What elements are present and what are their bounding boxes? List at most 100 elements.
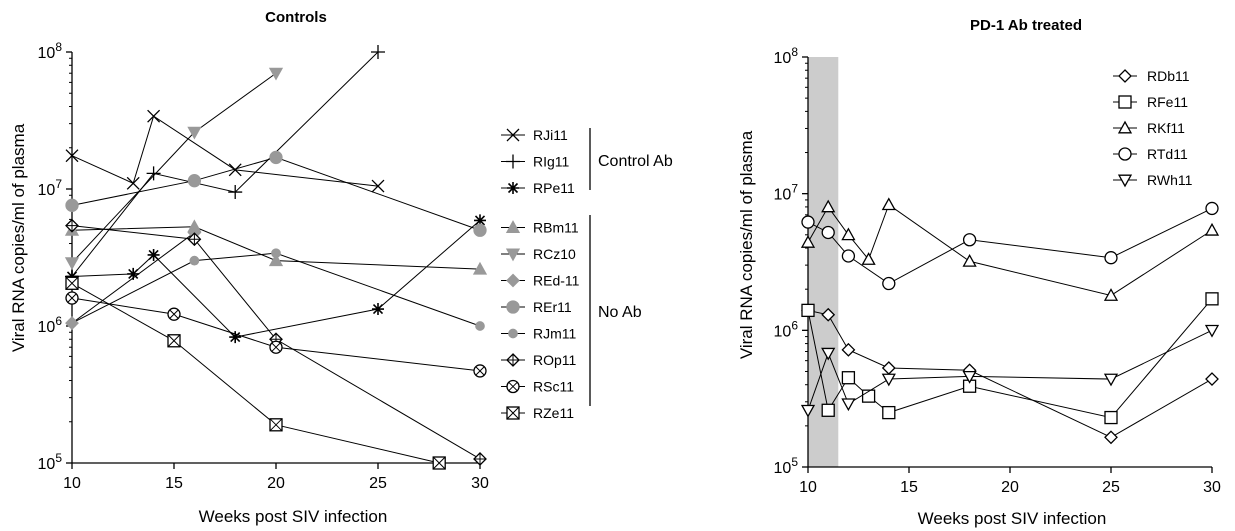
x-marker bbox=[65, 149, 79, 163]
star-marker bbox=[229, 331, 242, 344]
legend: RJi11 RIg11 RPe11 RBm11 RCz10 REd-11 REr11 RJm1… bbox=[501, 127, 673, 421]
x-tick-label: 25 bbox=[1102, 479, 1120, 496]
circle-marker bbox=[187, 174, 202, 188]
circle-marker bbox=[269, 150, 283, 165]
diamond-marker bbox=[506, 273, 520, 288]
plus-marker bbox=[371, 45, 385, 59]
triangle-down-marker bbox=[268, 67, 284, 81]
crossed-square-marker bbox=[167, 334, 181, 348]
legend-label: ROp11 bbox=[533, 352, 577, 368]
controls-panel: Controls Viral RNA copies/ml of plasma W… bbox=[9, 9, 673, 526]
legend-label: RPe11 bbox=[533, 180, 575, 196]
triangle-down-marker bbox=[962, 370, 977, 384]
legend-item-rfe11: RFe11 bbox=[1113, 94, 1188, 110]
series-rji11 bbox=[65, 109, 385, 193]
triangle-down-marker bbox=[1204, 324, 1220, 338]
triangle-up-marker bbox=[268, 253, 284, 267]
series-line bbox=[71, 297, 481, 372]
y-tick-label: 107 bbox=[38, 177, 63, 199]
diamond-marker bbox=[1104, 430, 1118, 445]
series-rze11 bbox=[65, 276, 446, 470]
series-rop11 bbox=[65, 218, 487, 466]
star-marker bbox=[474, 214, 486, 227]
series-rkf11 bbox=[800, 197, 1220, 301]
circle-marker bbox=[1118, 147, 1132, 161]
crossed-circle-marker bbox=[65, 291, 79, 305]
x-tick-label: 25 bbox=[369, 475, 387, 492]
x-tick-label: 20 bbox=[267, 475, 285, 492]
star-marker bbox=[372, 303, 384, 316]
group-label: Control Ab bbox=[598, 153, 673, 170]
diamond-marker bbox=[1205, 372, 1219, 386]
series-rer11 bbox=[65, 150, 487, 237]
legend-label: RJi11 bbox=[533, 127, 568, 143]
x-axis-label: Weeks post SIV infection bbox=[918, 509, 1107, 528]
circle-marker bbox=[841, 249, 856, 263]
legend-label: RSc11 bbox=[533, 379, 574, 395]
crossed-diamond-marker bbox=[506, 353, 520, 367]
x-marker bbox=[371, 179, 385, 193]
legend-label: RDb11 bbox=[1147, 68, 1190, 84]
triangle-down-marker bbox=[800, 404, 816, 418]
crossed-diamond-marker bbox=[473, 452, 487, 466]
circle-marker bbox=[65, 198, 79, 212]
x-axis-label: Weeks post SIV infection bbox=[199, 507, 388, 526]
star-marker bbox=[507, 182, 519, 194]
triangle-up-marker bbox=[861, 252, 876, 265]
circle-marker bbox=[506, 300, 520, 314]
triangle-down-marker bbox=[187, 126, 202, 140]
star-marker bbox=[147, 248, 160, 261]
legend-item-rjm11: RJm11 bbox=[501, 326, 577, 342]
legend-label: RJm11 bbox=[533, 326, 577, 342]
x-marker bbox=[126, 176, 140, 190]
series-line bbox=[807, 309, 1213, 438]
y-axis-label: Viral RNA copies/ml of plasma bbox=[737, 130, 756, 359]
x-tick-label: 30 bbox=[1203, 479, 1221, 496]
small-circle-marker bbox=[475, 321, 485, 331]
crossed-diamond-marker bbox=[65, 218, 79, 233]
y-tick-label: 108 bbox=[38, 40, 63, 62]
legend-item-rkf11: RKf11 bbox=[1113, 120, 1185, 136]
series-line bbox=[71, 72, 277, 263]
small-circle-marker bbox=[189, 255, 200, 266]
circle-marker bbox=[1205, 201, 1219, 216]
series-rig11 bbox=[65, 45, 385, 284]
plus-marker bbox=[506, 154, 520, 169]
legend-label: RKf11 bbox=[1147, 120, 1185, 136]
triangle-down-marker bbox=[1117, 174, 1133, 188]
series-rpe11 bbox=[66, 214, 486, 344]
triangle-down-marker bbox=[841, 398, 856, 412]
triangle-down-marker bbox=[881, 373, 896, 387]
legend-label: RCz10 bbox=[533, 246, 576, 262]
group-label: No Ab bbox=[598, 304, 642, 321]
y-tick-label: 108 bbox=[774, 45, 799, 67]
circle-marker bbox=[801, 215, 815, 229]
y-axis-label: Viral RNA copies/ml of plasma bbox=[9, 123, 28, 352]
triangle-up-marker bbox=[881, 197, 896, 211]
crossed-square-marker bbox=[65, 276, 79, 290]
circle-marker bbox=[821, 225, 835, 240]
series-rsc11 bbox=[65, 291, 487, 378]
shaded-treatment-region bbox=[808, 57, 839, 467]
series-rtd11 bbox=[801, 201, 1219, 291]
triangle-down-marker bbox=[1103, 373, 1119, 387]
crossed-square-marker bbox=[269, 418, 283, 432]
series-layer bbox=[800, 197, 1220, 445]
legend-item-rig11: RIg11 bbox=[501, 154, 570, 170]
square-marker bbox=[841, 371, 856, 385]
diamond-marker bbox=[1118, 69, 1132, 83]
x-tick-label: 15 bbox=[165, 475, 183, 492]
series-rcz10 bbox=[64, 67, 284, 270]
crossed-circle-marker bbox=[473, 364, 487, 378]
legend-label: REd-11 bbox=[533, 273, 580, 289]
legend-item-rji11: RJi11 bbox=[501, 127, 568, 143]
star-marker bbox=[127, 267, 140, 280]
legend-label: REr11 bbox=[533, 299, 572, 315]
circle-marker bbox=[882, 276, 896, 291]
legend-item-rdb11: RDb11 bbox=[1113, 68, 1190, 84]
y-tick-label: 106 bbox=[774, 318, 799, 340]
series-line bbox=[807, 203, 1213, 296]
square-marker bbox=[821, 403, 835, 417]
crossed-circle-marker bbox=[269, 340, 283, 354]
